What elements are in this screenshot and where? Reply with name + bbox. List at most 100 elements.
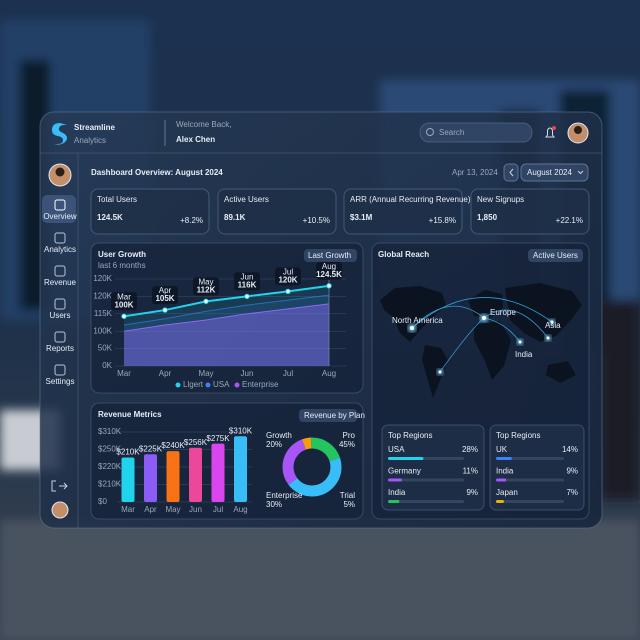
region-share: 9% — [566, 467, 578, 476]
arc — [411, 305, 485, 329]
kpi-card — [470, 188, 590, 235]
map-label: India — [515, 350, 533, 359]
label-month: Mar — [117, 292, 131, 301]
value-label: 100K — [114, 300, 133, 309]
nav-item[interactable]: Overview — [43, 212, 77, 221]
progress-track — [496, 500, 564, 503]
continent — [474, 321, 511, 380]
slice-label: Pro — [343, 431, 356, 440]
sidebar-avatar[interactable] — [51, 501, 69, 519]
search-box[interactable] — [419, 122, 533, 143]
region-name: USA — [388, 445, 405, 454]
hub — [438, 370, 442, 374]
region-name: India — [388, 488, 406, 497]
slice-label: Trial — [340, 491, 355, 500]
progress-bar — [388, 500, 400, 503]
hub — [518, 340, 522, 344]
nav-icon — [54, 298, 66, 310]
map-label: Europe — [490, 308, 516, 317]
bar — [211, 443, 225, 502]
nav-item[interactable]: Users — [50, 311, 71, 320]
value-label: $225K — [139, 444, 163, 453]
floor — [0, 520, 640, 640]
y-tick-label: 50K — [98, 344, 113, 353]
greeting: Welcome Back, — [176, 120, 231, 129]
prev-icon — [509, 168, 514, 177]
kpi-change: +8.2% — [180, 216, 203, 225]
world-map — [380, 283, 582, 398]
donut-segment — [282, 437, 342, 497]
slice-value: 20% — [266, 440, 282, 449]
period-dropdown[interactable] — [520, 163, 589, 182]
nav-active — [42, 195, 76, 223]
kpi-change: +22.1% — [556, 216, 583, 225]
chart-dropdown[interactable] — [304, 249, 357, 262]
progress-bar — [496, 457, 512, 460]
progress-bar — [496, 478, 507, 482]
y-tick-label: 100K — [93, 326, 112, 335]
prev-button[interactable] — [503, 163, 519, 182]
y-tick-label: $250K — [98, 445, 122, 454]
progress-bar — [388, 478, 402, 482]
nav-icon — [54, 331, 66, 343]
area — [124, 303, 329, 366]
y-tick-label: $310K — [98, 427, 122, 436]
label-month: Aug — [322, 262, 336, 271]
label-box — [111, 292, 137, 311]
kpi-value: 1,850 — [477, 213, 498, 222]
x-tick-label: Jul — [283, 369, 293, 378]
kpi-card — [343, 188, 463, 235]
map-label: Asia — [545, 321, 561, 330]
point — [162, 307, 168, 313]
logout-icon[interactable] — [51, 480, 68, 492]
chair — [600, 300, 640, 500]
chart-title: User Growth — [98, 250, 146, 259]
x-tick-label: Jul — [213, 505, 223, 514]
progress-track — [496, 478, 564, 482]
brand-tagline: Analytics — [74, 136, 106, 145]
continent — [468, 290, 503, 318]
value-label: 124.5K — [316, 270, 342, 279]
dropdown-caret — [577, 170, 584, 175]
y-tick-label: $210K — [98, 480, 122, 489]
nav-item[interactable]: Revenue — [44, 278, 77, 287]
value-label: $256K — [184, 438, 208, 447]
notification-bell[interactable] — [545, 127, 555, 138]
region-share: 14% — [562, 445, 578, 454]
hubs — [408, 314, 555, 375]
label-box — [193, 277, 219, 296]
nav-item[interactable]: Settings — [46, 377, 75, 386]
region-name: India — [496, 467, 514, 476]
nav-item[interactable]: Reports — [46, 344, 74, 353]
bar — [121, 457, 135, 502]
arc — [411, 297, 553, 329]
nav-item[interactable]: Analytics — [44, 245, 76, 254]
x-tick-label: Mar — [117, 369, 131, 378]
map-label: North America — [392, 316, 443, 325]
line — [123, 303, 330, 332]
connections — [411, 297, 553, 373]
area — [124, 285, 329, 366]
chart-dropdown[interactable] — [299, 409, 357, 422]
y-tick-label: $0 — [98, 497, 107, 506]
regions-card — [489, 424, 585, 511]
x-tick-label: Apr — [159, 369, 172, 378]
kpi-value: $3.1M — [350, 213, 373, 222]
legend-swatch — [234, 382, 240, 388]
value-label: 105K — [155, 294, 174, 303]
x-tick-label: Mar — [121, 505, 135, 514]
region-name: Japan — [496, 488, 518, 497]
slice-label: Enterprise — [266, 491, 303, 500]
regions-card — [381, 424, 485, 511]
donut-segment — [282, 437, 342, 497]
avatar-hair — [574, 126, 582, 134]
bar — [144, 454, 157, 502]
x-tick-label: Aug — [322, 369, 336, 378]
legend-entry: USA — [213, 380, 230, 389]
continent — [546, 361, 576, 383]
progress-bar — [496, 500, 504, 503]
legend-entry: Llgert — [183, 380, 204, 389]
slice-value: 5% — [343, 500, 355, 509]
map-dropdown[interactable] — [528, 249, 583, 262]
